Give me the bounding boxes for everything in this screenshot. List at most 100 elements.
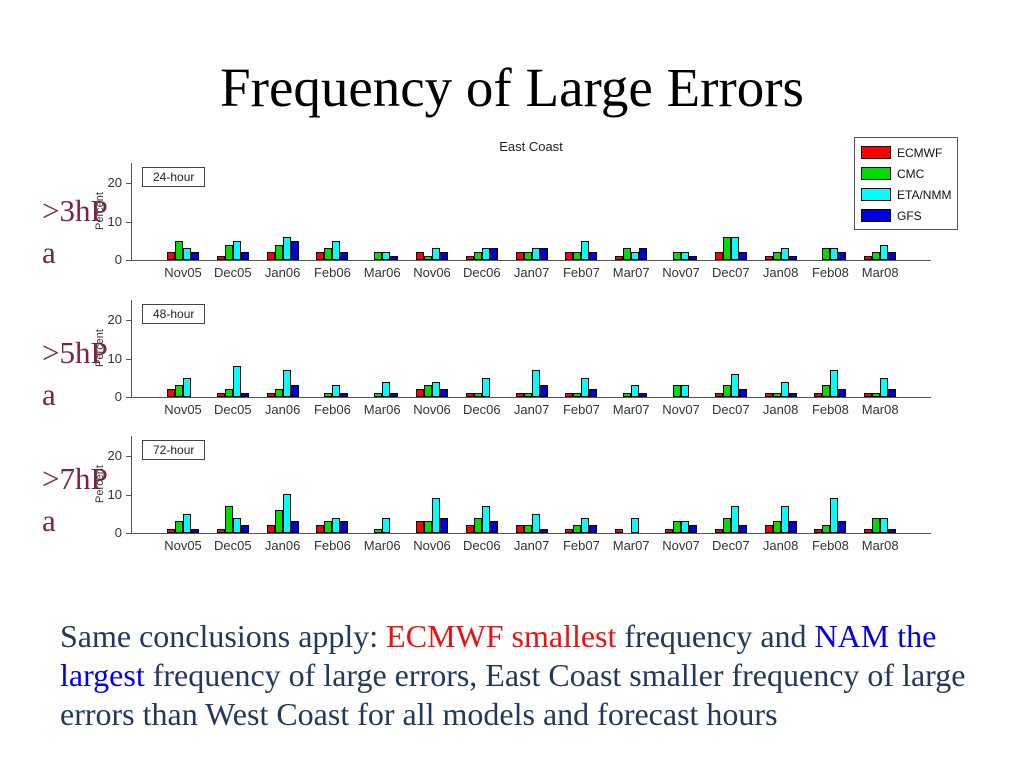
bar <box>822 525 831 533</box>
bar-group <box>615 436 647 533</box>
bar <box>539 529 548 533</box>
bar <box>290 241 299 260</box>
bar <box>424 256 432 260</box>
bar <box>523 525 532 533</box>
bar-group <box>814 436 847 533</box>
x-category-label: Jan07 <box>513 265 550 280</box>
legend-entries: ECMWF CMC ETA/NMM GFS <box>861 142 957 226</box>
y-axis-label: Percent <box>94 192 106 230</box>
bar <box>432 498 440 533</box>
bar <box>772 521 781 533</box>
threshold-label-5hpa: >5hP a <box>42 332 134 416</box>
bar <box>274 389 283 397</box>
bar <box>240 393 249 397</box>
bar <box>481 248 490 260</box>
bar <box>888 389 897 397</box>
bar <box>390 393 399 397</box>
bar-group <box>465 300 498 397</box>
bar-group <box>665 436 697 533</box>
threshold-label-3hpa: >3hP a <box>42 190 134 274</box>
bar <box>531 248 540 260</box>
bar-group <box>814 163 847 260</box>
bar <box>167 529 175 533</box>
y-tick-mark <box>126 358 131 360</box>
x-category-label: Feb06 <box>313 265 351 280</box>
bar <box>424 385 432 397</box>
bar <box>183 248 191 260</box>
bar <box>382 518 391 533</box>
bar <box>515 525 524 533</box>
y-tick-mark <box>126 320 131 321</box>
bar <box>838 389 847 397</box>
bar-group <box>465 436 498 533</box>
bar <box>224 389 233 397</box>
bar <box>772 252 781 260</box>
x-category-label: Dec07 <box>712 538 750 553</box>
bar <box>416 252 424 260</box>
legend-swatch-icon <box>861 146 891 159</box>
x-category-label: Feb06 <box>313 402 351 417</box>
bar <box>573 393 582 397</box>
x-category-label: Feb06 <box>313 538 351 553</box>
bar <box>416 389 424 397</box>
bar-group <box>266 163 299 260</box>
x-category-label: Dec07 <box>712 402 750 417</box>
chart-subtitle: East Coast <box>499 139 563 154</box>
bar-group <box>714 436 747 533</box>
bar-group <box>764 163 797 260</box>
bar-group <box>565 300 598 397</box>
bar-group <box>565 163 598 260</box>
bar <box>888 252 897 260</box>
conclusion-segment: frequency and <box>616 618 815 654</box>
bar-group <box>465 163 498 260</box>
conclusion-text: Same conclusions apply: ECMWF smallest f… <box>60 617 974 734</box>
bar <box>374 393 383 397</box>
x-category-label: Nov06 <box>413 538 451 553</box>
bar <box>714 393 723 397</box>
bar <box>216 393 225 397</box>
y-tick-mark <box>126 456 131 457</box>
bar <box>730 506 739 533</box>
bar <box>722 518 731 533</box>
x-axis-line <box>131 397 931 398</box>
bar <box>589 389 598 397</box>
bar <box>191 529 199 533</box>
bar-group <box>167 300 199 397</box>
legend-entry: GFS <box>861 205 957 226</box>
bar-group <box>665 300 697 397</box>
x-category-label: Mar06 <box>363 402 401 417</box>
bar <box>681 521 689 533</box>
bar <box>864 256 873 260</box>
bar <box>822 385 831 397</box>
bar-group <box>864 436 897 533</box>
x-category-label: Nov05 <box>164 538 202 553</box>
y-tick-label: 20 <box>107 448 122 463</box>
bar <box>531 370 540 397</box>
bar <box>689 525 697 533</box>
bar <box>539 248 548 260</box>
bar <box>473 518 482 533</box>
bar <box>216 529 225 533</box>
bar-group <box>416 163 448 260</box>
bar <box>340 393 349 397</box>
bar <box>324 393 333 397</box>
bar-group <box>764 300 797 397</box>
x-category-label: Nov06 <box>413 402 451 417</box>
y-axis-line <box>131 300 132 398</box>
bar <box>224 506 233 533</box>
x-category-label: Jan07 <box>513 402 550 417</box>
bar <box>788 521 797 533</box>
bar <box>489 521 498 533</box>
bar-group <box>216 436 249 533</box>
bar <box>191 252 199 260</box>
conclusion-segment: ECMWF smallest <box>386 618 617 654</box>
y-tick-label: 20 <box>107 312 122 327</box>
bar-group <box>615 300 648 397</box>
bar <box>830 248 839 260</box>
bar <box>631 385 640 397</box>
legend-entry-label: ECMWF <box>897 145 943 160</box>
bar <box>673 521 681 533</box>
bar <box>440 518 448 533</box>
bar <box>332 385 341 397</box>
